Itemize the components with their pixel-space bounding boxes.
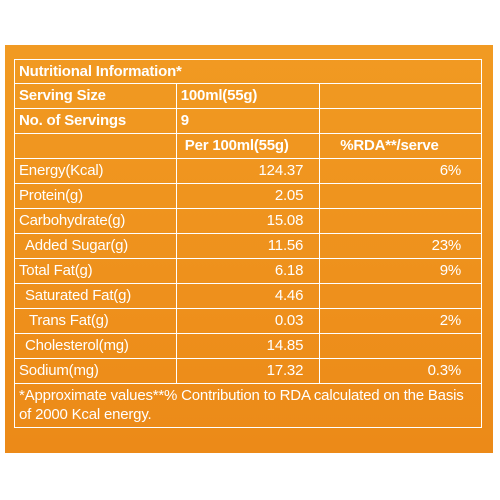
nutrient-value: 4.46 <box>175 283 321 309</box>
servings-empty <box>319 108 482 134</box>
column-header-row: Per 100ml(55g) %RDA**/serve <box>14 133 482 159</box>
nutrient-row: Trans Fat(g) 0.03 2% <box>14 308 482 334</box>
nutrient-rda <box>319 208 482 234</box>
nutrition-table: Nutritional Information* Serving Size 10… <box>14 59 482 428</box>
table-title: Nutritional Information* <box>14 59 482 84</box>
nutrient-label: Cholesterol(mg) <box>14 333 177 359</box>
nutrient-label: Total Fat(g) <box>14 258 177 284</box>
nutrient-label: Added Sugar(g) <box>14 233 177 259</box>
nutrition-panel: Nutritional Information* Serving Size 10… <box>5 45 493 453</box>
nutrient-label: Energy(Kcal) <box>14 158 177 184</box>
nutrient-rda <box>319 333 482 359</box>
nutrient-row: Energy(Kcal) 124.37 6% <box>14 158 482 184</box>
nutrient-row: Carbohydrate(g) 15.08 <box>14 208 482 234</box>
nutrient-value: 14.85 <box>175 333 321 359</box>
serving-size-label: Serving Size <box>14 83 177 109</box>
nutrient-value: 0.03 <box>175 308 321 334</box>
nutrient-rda: 23% <box>319 233 482 259</box>
footnote: *Approximate values**% Contribution to R… <box>14 383 482 428</box>
nutrient-value: 17.32 <box>175 358 321 384</box>
nutrient-rda: 2% <box>319 308 482 334</box>
nutrient-label: Sodium(mg) <box>14 358 177 384</box>
servings-label: No. of Servings <box>14 108 177 134</box>
nutrient-row: Cholesterol(mg) 14.85 <box>14 333 482 359</box>
nutrient-label: Protein(g) <box>14 183 177 209</box>
nutrient-row: Added Sugar(g) 11.56 23% <box>14 233 482 259</box>
servings-value: 9 <box>175 108 321 134</box>
nutrient-rda <box>319 283 482 309</box>
table-title-row: Nutritional Information* <box>14 59 482 84</box>
footnote-row: *Approximate values**% Contribution to R… <box>14 383 482 428</box>
servings-row: No. of Servings 9 <box>14 108 482 134</box>
nutrient-value: 2.05 <box>175 183 321 209</box>
nutrient-row: Sodium(mg) 17.32 0.3% <box>14 358 482 384</box>
nutrient-row: Protein(g) 2.05 <box>14 183 482 209</box>
serving-size-value: 100ml(55g) <box>175 83 321 109</box>
nutrient-row: Saturated Fat(g) 4.46 <box>14 283 482 309</box>
nutrient-rda: 9% <box>319 258 482 284</box>
nutrient-value: 6.18 <box>175 258 321 284</box>
column-header-per100: Per 100ml(55g) <box>175 133 321 159</box>
nutrient-label: Saturated Fat(g) <box>14 283 177 309</box>
column-header-empty <box>14 133 177 159</box>
nutrient-value: 124.37 <box>175 158 321 184</box>
nutrient-rda <box>319 183 482 209</box>
serving-size-row: Serving Size 100ml(55g) <box>14 83 482 109</box>
serving-size-empty <box>319 83 482 109</box>
nutrient-label: Trans Fat(g) <box>14 308 177 334</box>
nutrient-value: 11.56 <box>175 233 321 259</box>
nutrient-rda: 0.3% <box>319 358 482 384</box>
nutrient-value: 15.08 <box>175 208 321 234</box>
column-header-rda: %RDA**/serve <box>319 133 482 159</box>
nutrient-row: Total Fat(g) 6.18 9% <box>14 258 482 284</box>
nutrient-label: Carbohydrate(g) <box>14 208 177 234</box>
nutrient-rda: 6% <box>319 158 482 184</box>
